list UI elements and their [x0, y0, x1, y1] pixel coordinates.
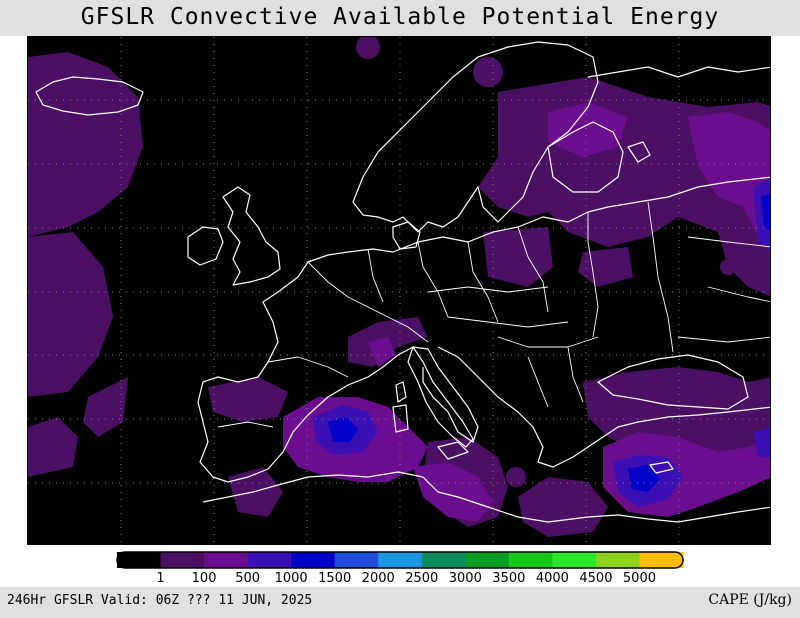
map-panel [27, 36, 771, 545]
cyprus-outline [649, 461, 674, 474]
coastlines-borders [35, 41, 770, 523]
legend-tick-label: 100 [192, 571, 217, 586]
legend-tick-label: 3500 [492, 571, 525, 586]
footer-bar: 246Hr GFSLR Valid: 06Z ??? 11 JUN, 2025 … [0, 587, 800, 618]
legend-swatch [465, 552, 510, 568]
northern-russia-coast [587, 66, 770, 78]
legend-svg: 1 100 500 1000 1500 2000 2500 3000 3500 4000 4500 5… [116, 551, 684, 586]
legend-tick-label: 1500 [318, 571, 351, 586]
legend-swatch [291, 552, 336, 568]
scandinavia-outline [352, 41, 599, 233]
title-bar: GFSLR Convective Available Potential Ene… [0, 0, 800, 36]
med-north-coast [367, 346, 479, 443]
cape-map [28, 37, 770, 544]
corsica-outline [395, 381, 407, 403]
finland-outline [547, 121, 624, 193]
legend-swatch [639, 552, 684, 568]
legend-tick-label: 5000 [623, 571, 656, 586]
iceland-outline [35, 76, 144, 116]
ireland-outline [187, 226, 224, 266]
france-iberia-coast [197, 261, 369, 483]
north-africa-coast [202, 471, 770, 523]
color-legend: 1 100 500 1000 1500 2000 2500 3000 3500 4000 4500 5… [0, 548, 800, 586]
page-title: GFSLR Convective Available Potential Ene… [80, 4, 720, 30]
legend-tick-label: 1000 [275, 571, 308, 586]
valid-time-label: 246Hr GFSLR Valid: 06Z ??? 11 JUN, 2025 [7, 593, 313, 608]
italy-outline [407, 346, 474, 448]
black-sea-outline [597, 354, 749, 410]
legend-tick-label: 2000 [362, 571, 395, 586]
legend-tick-label: 4500 [579, 571, 612, 586]
lake-ladoga [627, 141, 651, 163]
lat-lon-grid [28, 37, 770, 544]
legend-swatch [378, 552, 423, 568]
legend-color-bar [116, 551, 684, 569]
legend-swatch [334, 552, 379, 568]
great-britain-outline [222, 186, 281, 286]
legend-tick-label: 2500 [405, 571, 438, 586]
units-label: CAPE (J/kg) [708, 592, 792, 608]
legend-tick-label: 500 [235, 571, 260, 586]
legend-outline [116, 551, 684, 569]
legend-tick-label: 4000 [536, 571, 569, 586]
legend-swatch [508, 552, 553, 568]
balkans-coast [437, 346, 770, 468]
cape-1500-2000-region [328, 192, 770, 492]
legend-tick-label: 1 [156, 571, 164, 586]
legend-swatch [160, 552, 205, 568]
legend-swatch [204, 552, 249, 568]
legend-swatch [117, 552, 162, 568]
legend-swatch [595, 552, 640, 568]
denmark-outline [392, 221, 421, 250]
sicily-outline [437, 441, 469, 460]
border-lines [217, 201, 770, 428]
legend-labels: 1 100 500 1000 1500 2000 2500 3000 3500 4000 4500 5… [156, 571, 656, 586]
legend-swatch [552, 552, 597, 568]
legend-swatch [421, 552, 466, 568]
legend-tick-label: 3000 [449, 571, 482, 586]
sardinia-outline [392, 404, 409, 433]
legend-swatch [247, 552, 292, 568]
